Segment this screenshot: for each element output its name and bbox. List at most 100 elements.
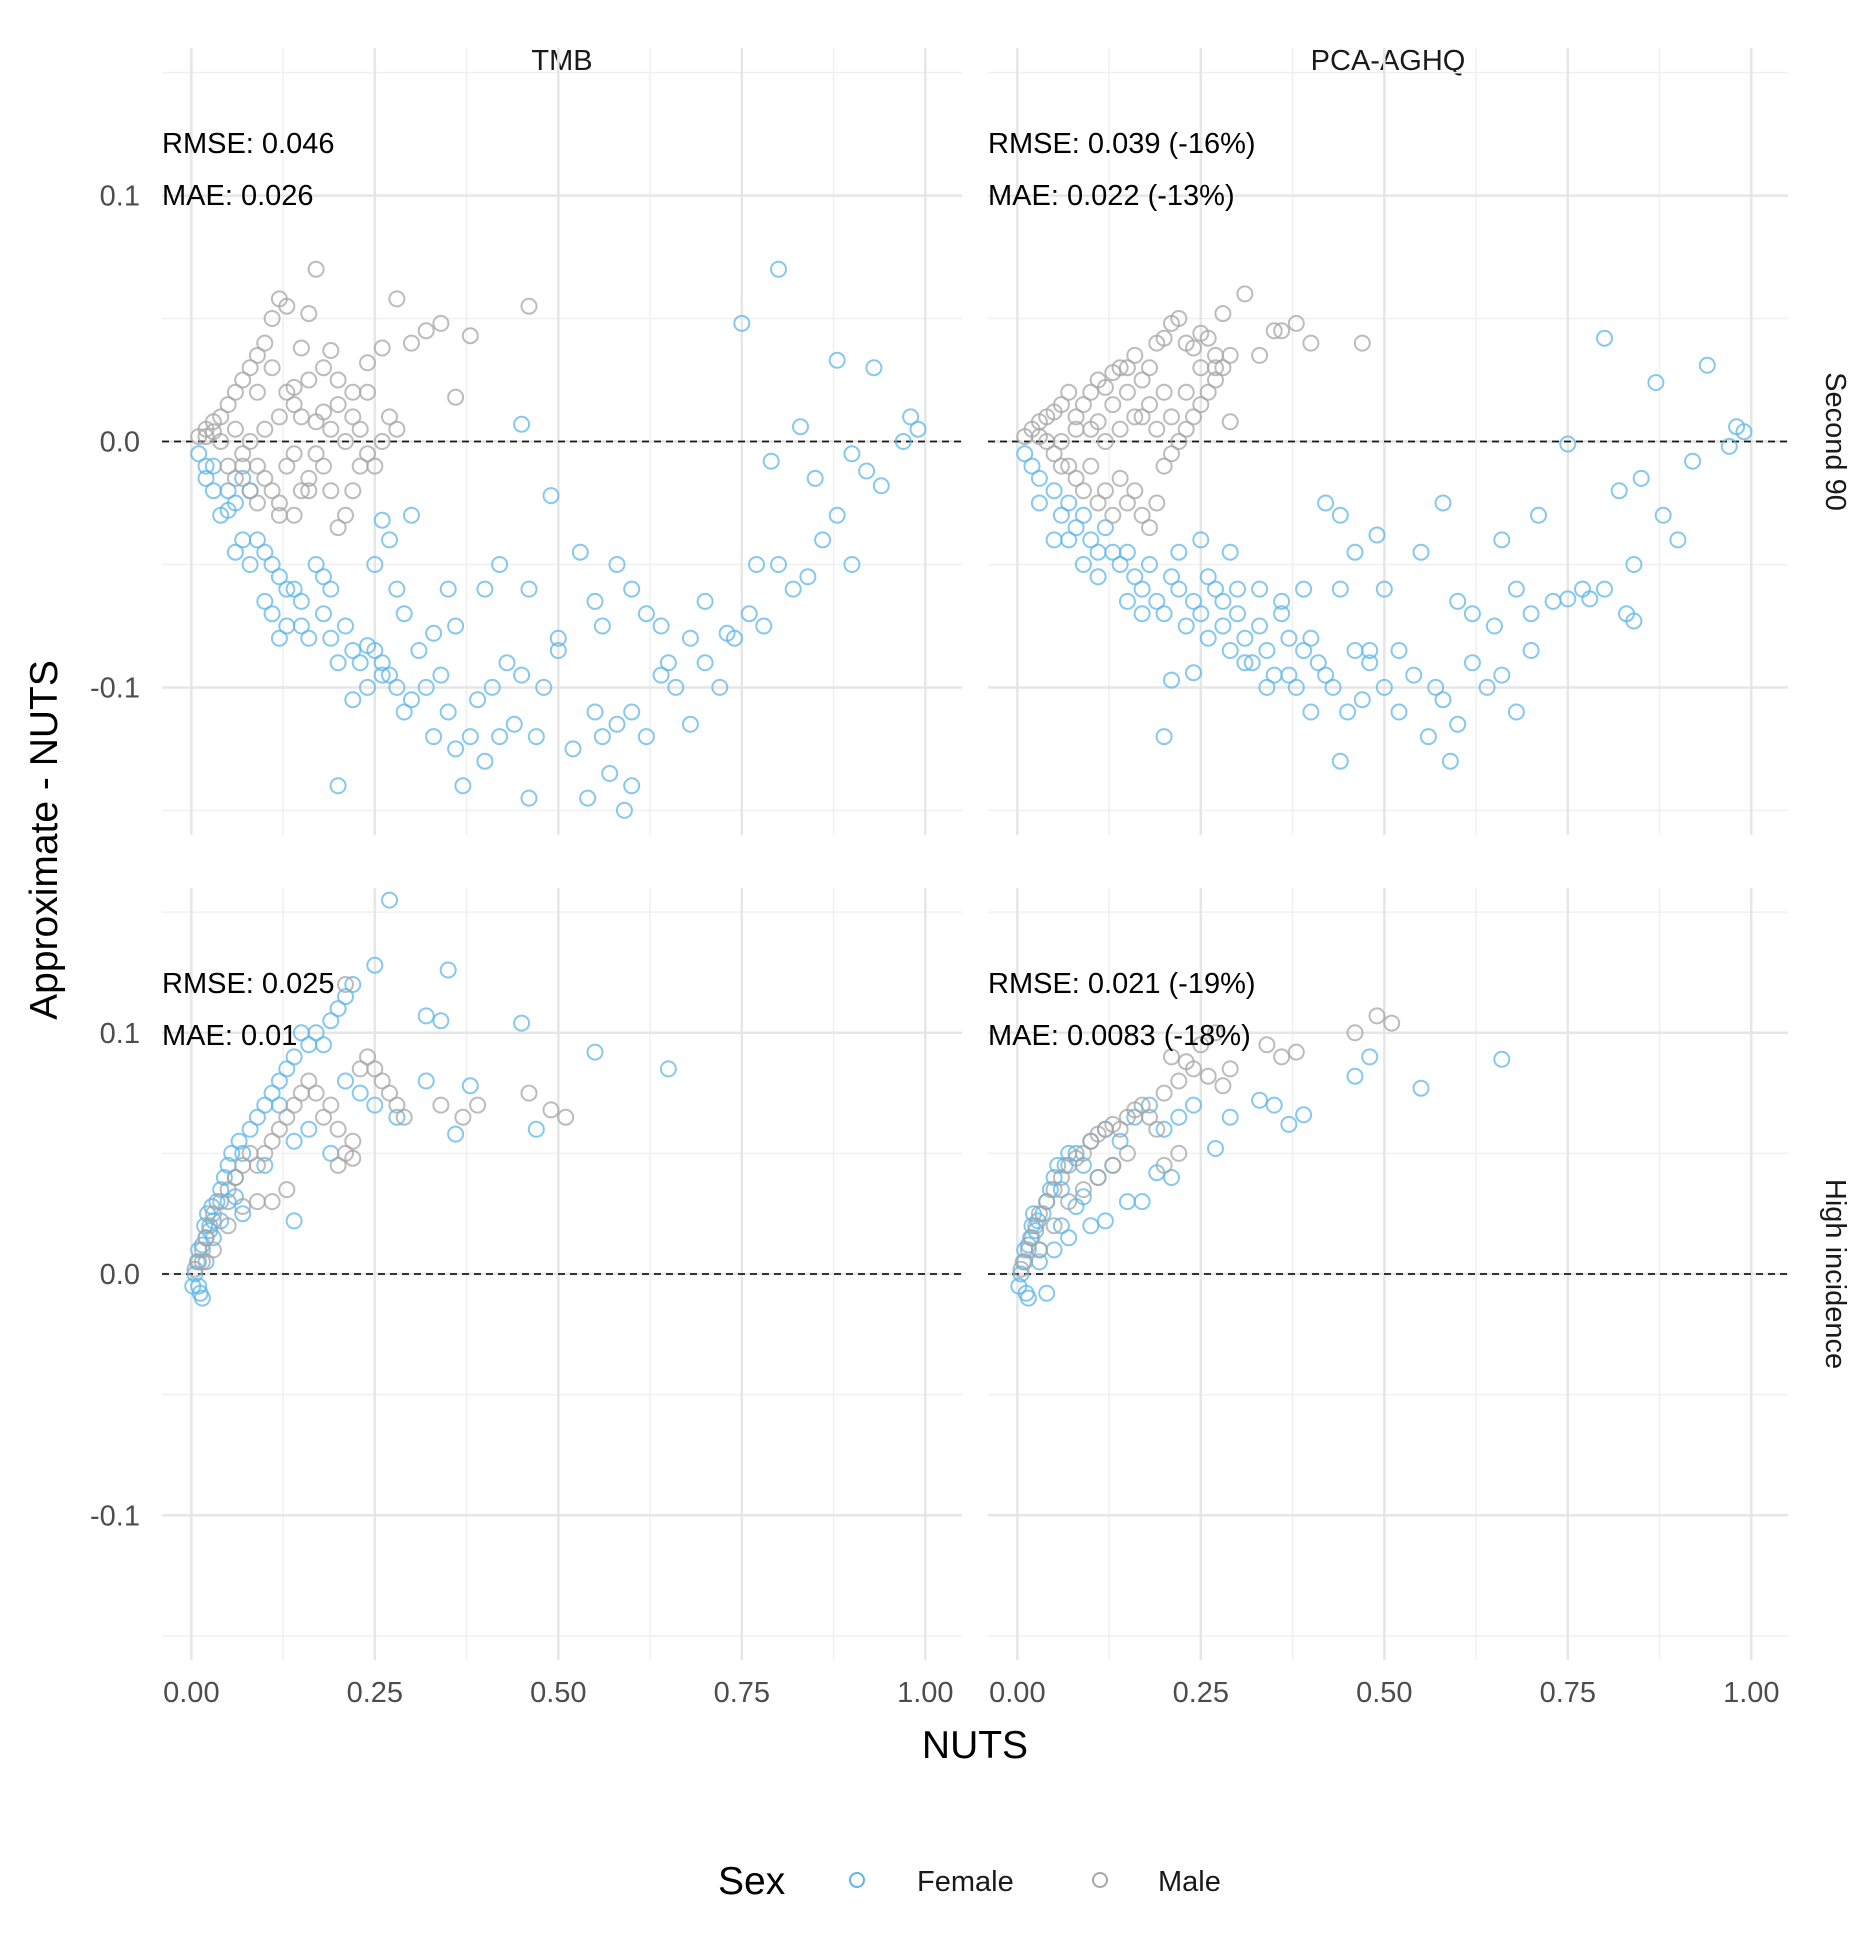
data-point xyxy=(740,605,758,623)
data-point xyxy=(1045,445,1063,463)
data-point xyxy=(439,703,457,721)
data-point xyxy=(1023,1229,1041,1247)
x-tick-label: 1.00 xyxy=(1723,1677,1779,1709)
data-point xyxy=(285,580,303,598)
data-point xyxy=(196,1217,214,1235)
data-point xyxy=(476,752,494,770)
data-point xyxy=(381,531,398,549)
data-point xyxy=(417,322,435,340)
data-point xyxy=(1185,592,1202,610)
data-point xyxy=(1221,642,1239,659)
data-point xyxy=(1030,1241,1048,1259)
data-point xyxy=(1273,1048,1291,1066)
series-male xyxy=(1012,1007,1401,1278)
data-point xyxy=(373,666,391,684)
data-point xyxy=(1493,666,1511,684)
data-point xyxy=(1118,383,1136,401)
data-point xyxy=(329,371,347,389)
data-point xyxy=(395,1108,413,1126)
data-point xyxy=(1170,543,1188,561)
data-point xyxy=(344,976,362,993)
data-point xyxy=(1096,378,1114,396)
data-point xyxy=(1199,568,1217,586)
data-point xyxy=(241,1120,259,1138)
x-tick-label: 0.75 xyxy=(714,1677,770,1709)
data-point xyxy=(186,1265,204,1283)
data-point xyxy=(193,1241,211,1259)
data-point xyxy=(1478,678,1496,696)
data-point xyxy=(1295,642,1313,659)
data-point xyxy=(1383,1014,1401,1032)
data-point xyxy=(1155,605,1173,623)
data-point xyxy=(1361,642,1379,659)
data-point xyxy=(1155,1120,1173,1138)
data-point xyxy=(461,728,479,746)
data-point xyxy=(1067,420,1085,438)
data-point xyxy=(1126,482,1144,500)
data-point xyxy=(1118,592,1136,610)
data-point xyxy=(718,624,736,642)
series-male xyxy=(1016,285,1371,537)
data-point xyxy=(1111,420,1129,438)
data-point xyxy=(1045,1181,1063,1199)
data-point xyxy=(1192,359,1210,377)
data-point xyxy=(1148,592,1166,610)
data-point xyxy=(1199,629,1217,647)
data-point xyxy=(1148,494,1166,512)
data-point xyxy=(1331,506,1349,524)
panel-annotation: RMSE: 0.046 xyxy=(162,128,334,160)
data-point xyxy=(483,678,501,696)
data-point xyxy=(315,1036,332,1054)
data-point xyxy=(212,1181,230,1199)
data-point xyxy=(241,556,259,573)
data-point xyxy=(549,629,567,647)
data-point xyxy=(1170,433,1188,450)
data-point xyxy=(1074,396,1092,414)
data-point xyxy=(1067,1144,1085,1162)
series-male xyxy=(190,260,538,537)
data-point xyxy=(219,1217,237,1235)
data-point xyxy=(667,678,685,696)
x-axis-label: NUTS xyxy=(922,1724,1028,1767)
data-point xyxy=(1625,612,1643,630)
series-female xyxy=(1010,1048,1511,1307)
data-point xyxy=(1074,1188,1092,1206)
data-point xyxy=(307,260,325,278)
data-point xyxy=(1221,413,1239,431)
data-point xyxy=(1045,1217,1063,1235)
data-point xyxy=(1141,396,1158,414)
data-point xyxy=(1559,435,1577,453)
data-point xyxy=(1096,1212,1114,1230)
data-point xyxy=(1126,408,1144,426)
data-point xyxy=(1596,329,1613,347)
data-point xyxy=(1346,543,1364,561)
data-point xyxy=(1654,506,1672,524)
data-point xyxy=(1368,1007,1386,1025)
data-point xyxy=(1030,428,1048,446)
data-point xyxy=(204,1229,222,1247)
data-point xyxy=(770,260,787,278)
data-point xyxy=(1192,531,1210,549)
data-point xyxy=(373,511,391,529)
data-point xyxy=(1265,322,1283,340)
data-point xyxy=(1463,654,1481,672)
data-point xyxy=(388,1108,406,1126)
data-point xyxy=(197,457,215,475)
data-point xyxy=(270,1072,288,1090)
data-point xyxy=(1434,494,1452,512)
data-point xyxy=(498,654,516,672)
data-point xyxy=(432,1096,450,1114)
data-point xyxy=(615,801,633,819)
data-point xyxy=(1089,568,1107,586)
data-point xyxy=(278,457,296,475)
data-point xyxy=(865,359,883,377)
data-point xyxy=(1229,605,1246,623)
data-point xyxy=(256,1144,274,1162)
data-point xyxy=(1016,445,1034,463)
data-point xyxy=(1052,506,1070,524)
data-point xyxy=(1133,1193,1151,1211)
data-point xyxy=(278,1181,296,1199)
data-point xyxy=(1118,1193,1136,1211)
data-point xyxy=(197,469,215,487)
data-point xyxy=(527,1120,545,1138)
